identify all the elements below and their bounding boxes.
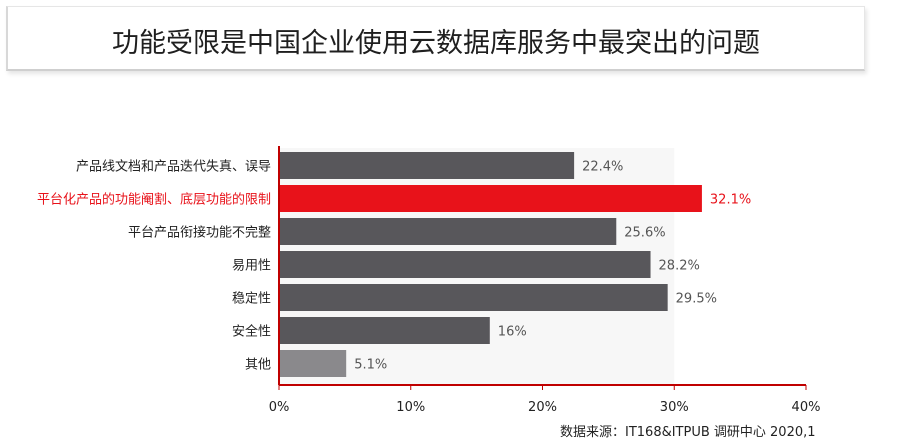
x-tick-label: 30% [660,400,689,415]
data-label: 25.6% [624,226,665,241]
data-label: 29.5% [676,292,717,307]
chart-title: 功能受限是中国企业使用云数据库服务中最突出的问题 [112,28,760,59]
category-label: 安全性 [232,324,271,340]
bar [279,218,617,245]
bar [279,350,347,377]
category-label: 其他 [245,358,271,373]
data-label: 32.1% [710,193,751,208]
x-tick-label: 0% [269,400,290,415]
data-source-note: 数据来源：IT168&ITPUB 调研中心 2020,1 [560,425,816,440]
bar [279,251,651,278]
x-tick-label: 40% [792,400,821,415]
x-tick-label: 20% [528,400,557,415]
data-label: 22.4% [582,160,623,175]
category-label: 平台化产品的功能阉割、底层功能的限制 [37,192,271,208]
category-label: 易用性 [232,259,271,274]
data-label: 5.1% [354,358,387,373]
bar [279,185,702,212]
data-label: 28.2% [659,259,700,274]
bar [279,317,490,344]
data-label: 16% [498,325,527,340]
bar [279,152,575,179]
category-label: 稳定性 [232,291,271,307]
bar [279,284,668,311]
category-label: 产品线文档和产品迭代失真、误导 [76,160,271,175]
x-tick-label: 10% [396,400,425,415]
title-bar: 功能受限是中国企业使用云数据库服务中最突出的问题 [6,6,865,71]
category-label: 平台产品衔接功能不完整 [128,225,271,241]
